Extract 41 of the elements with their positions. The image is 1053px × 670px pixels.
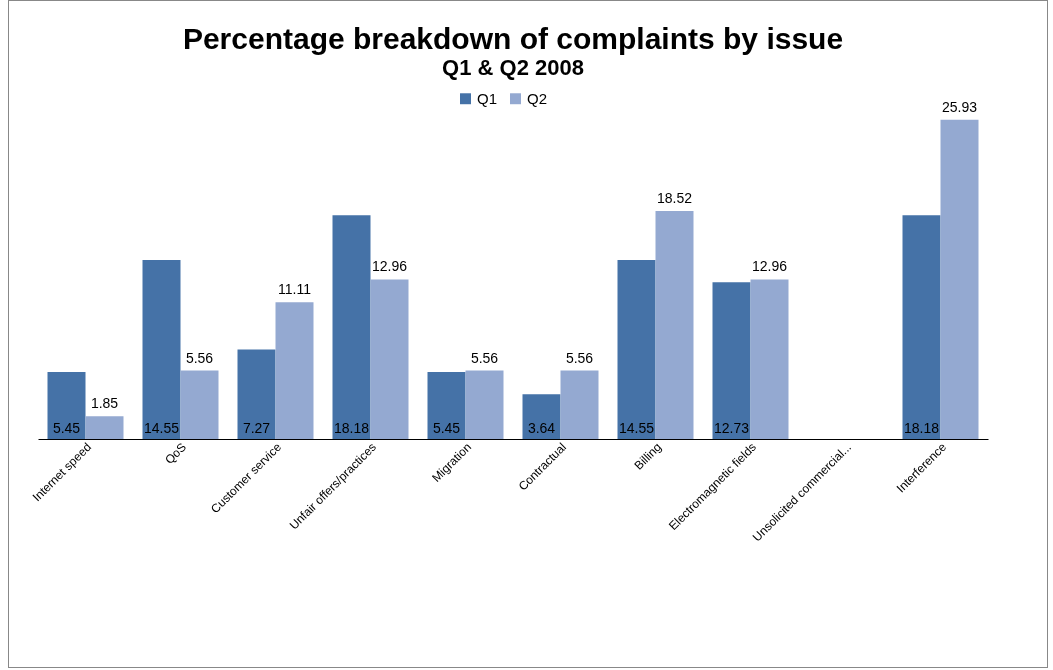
data-label: 11.11 [278, 281, 312, 298]
data-label: 5.45 [432, 420, 461, 436]
bar [465, 370, 504, 439]
data-label: 18.18 [903, 420, 940, 436]
data-label: 14.55 [618, 420, 655, 436]
bar [750, 279, 789, 439]
bar [712, 282, 751, 439]
data-label: 5.56 [565, 349, 594, 366]
bar [617, 259, 656, 439]
data-label: 1.85 [90, 395, 119, 412]
bar [655, 211, 694, 439]
data-label: 18.18 [333, 420, 370, 436]
bar [902, 215, 941, 439]
bar [332, 215, 371, 439]
legend-label: Q1 [477, 89, 498, 107]
data-label: 12.96 [751, 258, 788, 275]
data-label: 14.55 [143, 420, 180, 436]
bar [560, 370, 599, 439]
bar [275, 302, 314, 439]
data-label: 25.93 [941, 98, 978, 115]
bar [370, 279, 409, 439]
data-label: 12.96 [371, 258, 408, 275]
bar [142, 259, 181, 439]
bar [85, 416, 124, 439]
bar [427, 371, 466, 439]
bar [522, 394, 561, 439]
chart-title: Percentage breakdown of complaints by issue [182, 22, 844, 55]
data-label: 7.27 [242, 420, 271, 436]
data-label: 5.56 [185, 349, 214, 366]
legend-label: Q2 [527, 89, 548, 107]
data-label: 12.73 [713, 420, 750, 436]
bar [180, 370, 219, 439]
bar [940, 119, 979, 439]
x-tick-label: QoS [162, 440, 189, 467]
bar [47, 371, 86, 439]
data-label: 5.45 [52, 420, 81, 436]
data-label: 3.64 [527, 420, 556, 436]
chart-subtitle: Q1 & Q2 2008 [442, 55, 584, 80]
data-label: 18.52 [656, 190, 693, 207]
bar [237, 349, 276, 439]
data-label: 5.56 [470, 349, 499, 366]
